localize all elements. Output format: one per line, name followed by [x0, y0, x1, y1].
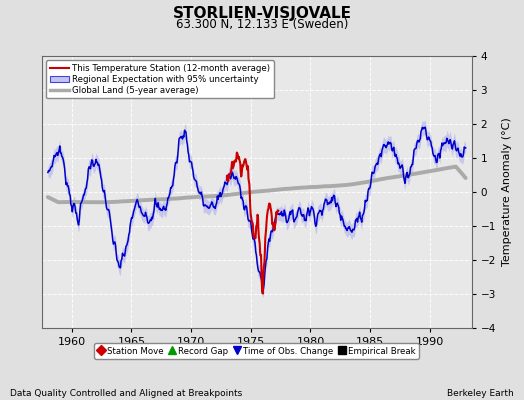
Y-axis label: Temperature Anomaly (°C): Temperature Anomaly (°C): [501, 118, 511, 266]
Legend: This Temperature Station (12-month average), Regional Expectation with 95% uncer: This Temperature Station (12-month avera…: [46, 60, 274, 98]
Text: 63.300 N, 12.133 E (Sweden): 63.300 N, 12.133 E (Sweden): [176, 18, 348, 31]
Text: Data Quality Controlled and Aligned at Breakpoints: Data Quality Controlled and Aligned at B…: [10, 389, 243, 398]
Legend: Station Move, Record Gap, Time of Obs. Change, Empirical Break: Station Move, Record Gap, Time of Obs. C…: [94, 343, 419, 359]
Text: Berkeley Earth: Berkeley Earth: [447, 389, 514, 398]
Text: STORLIEN-VISJOVALE: STORLIEN-VISJOVALE: [172, 6, 352, 21]
